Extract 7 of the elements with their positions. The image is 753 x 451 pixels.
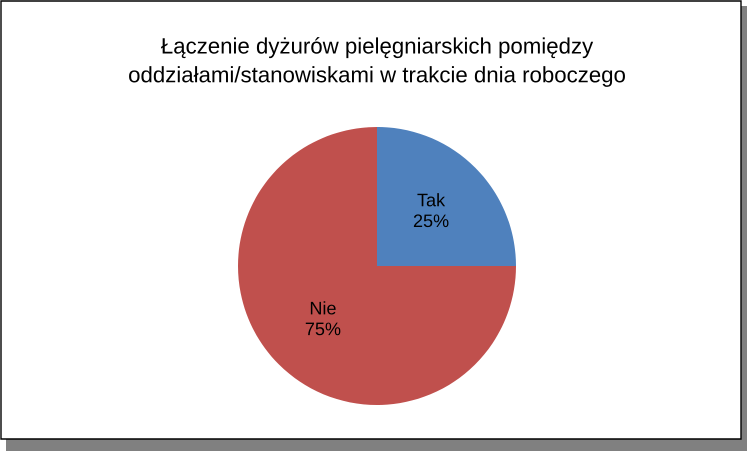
pie-slice: [377, 127, 516, 266]
slice-label: Tak: [417, 193, 446, 206]
pie-slice: [238, 127, 516, 405]
slice-label: Nie: [310, 301, 336, 315]
chart-title: Łączenie dyżurów pielęgniarskich pomiędzy oddziałami/stanowiskami w trakcie dnia roboczego: [129, 37, 625, 87]
data-label: 75%: [306, 322, 340, 336]
data-label: 25%: [414, 214, 448, 228]
